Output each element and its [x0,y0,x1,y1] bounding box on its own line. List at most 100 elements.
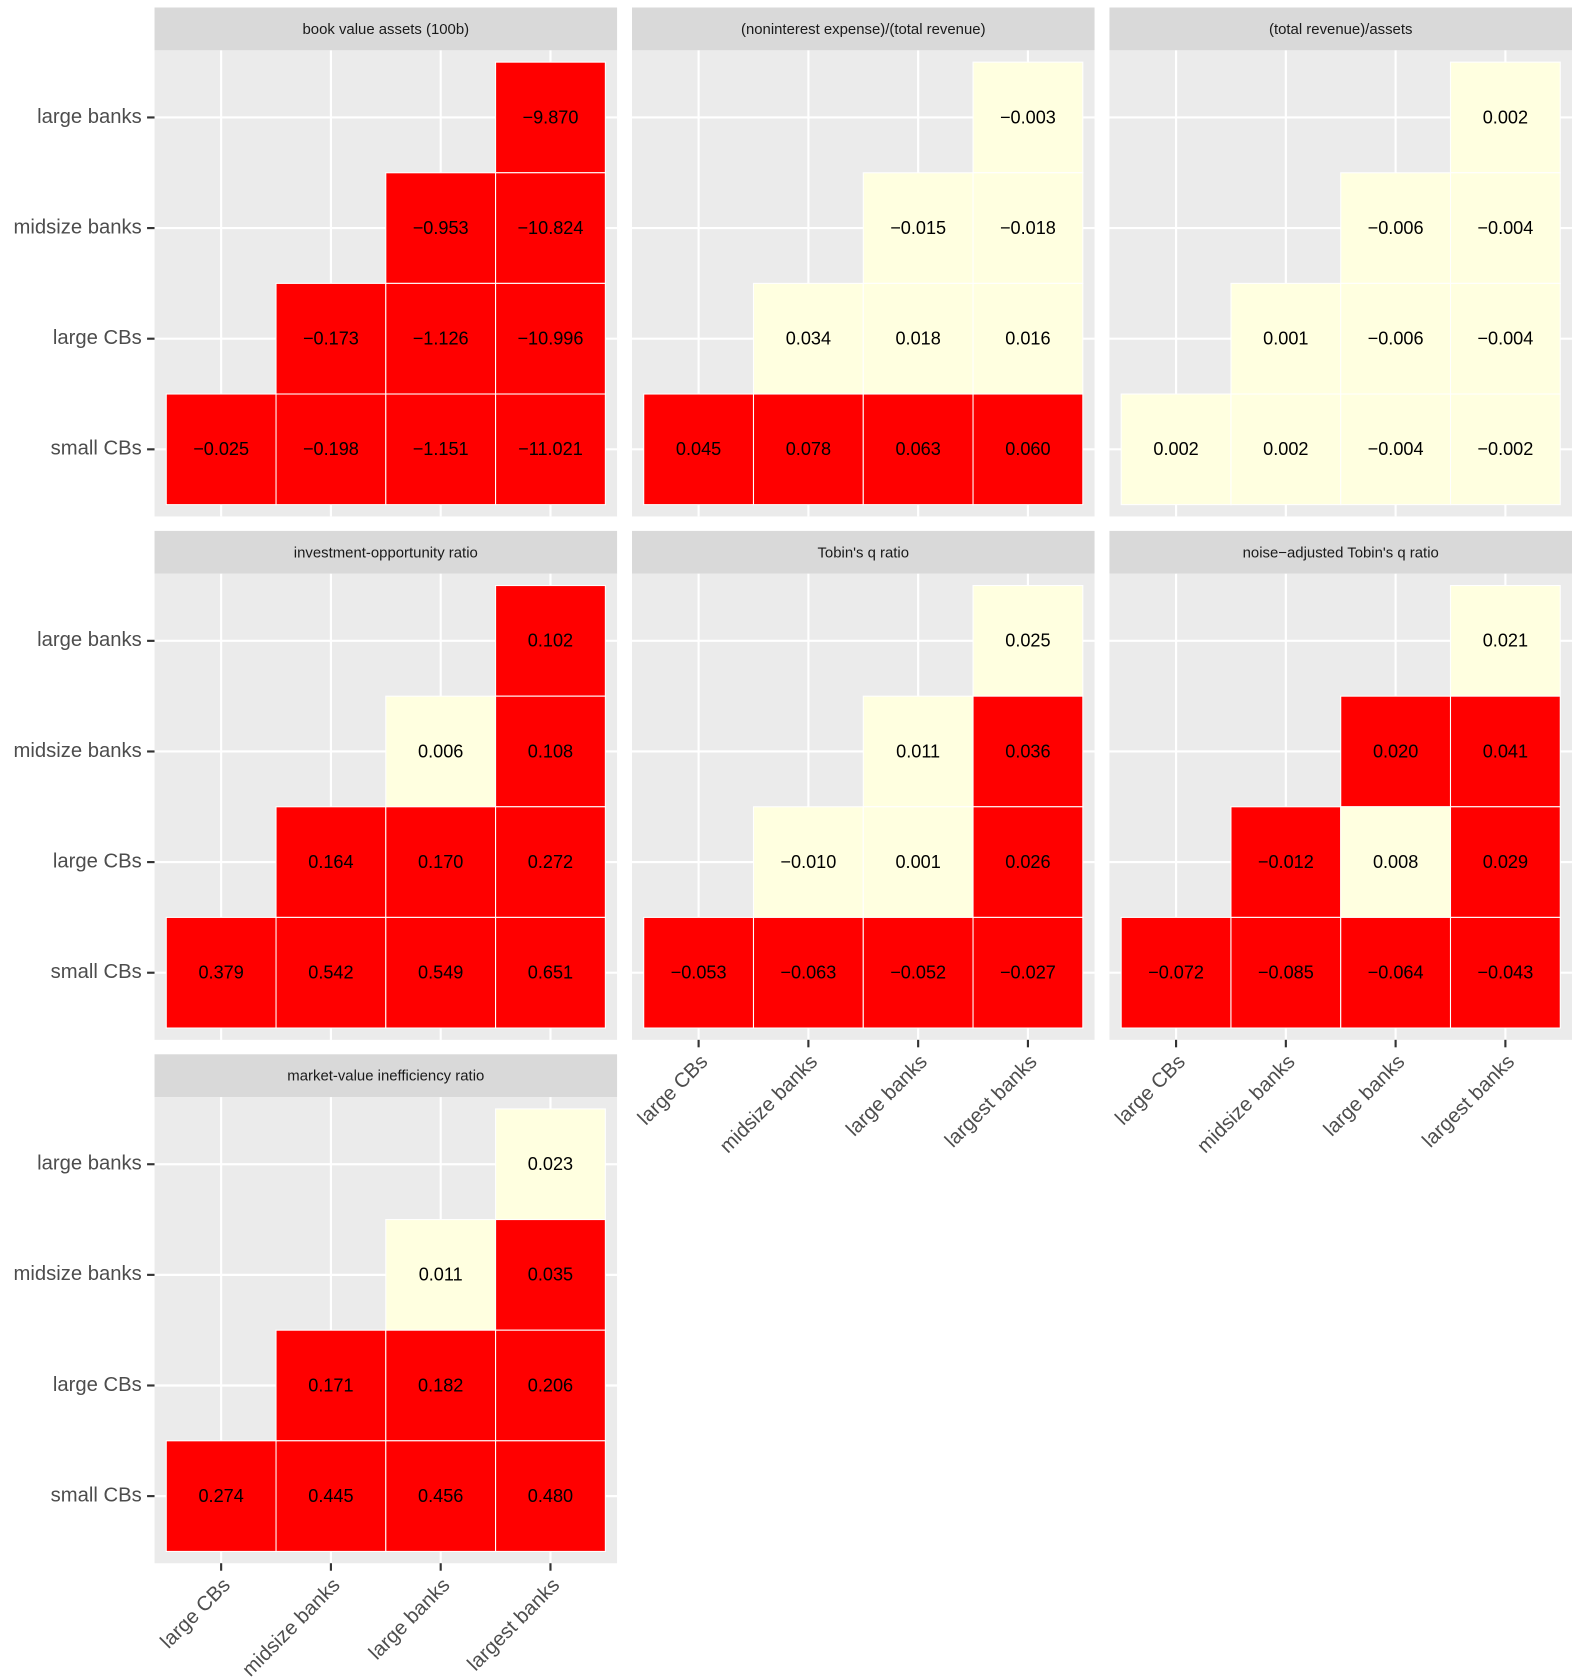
y-tick-label: midsize banks [13,216,141,238]
cell-label: −0.053 [671,963,727,983]
heat-cell [495,282,606,395]
facet-title: book value assets (100b) [302,21,469,38]
heat-cell [495,916,606,1029]
cell-label: −1.151 [413,439,469,459]
cell-label: 0.542 [308,963,353,983]
cell-label: 0.549 [418,963,463,983]
x-tick-label: large CBs [1111,1051,1189,1130]
x-tick-label: midsize banks [238,1574,344,1680]
heat-cell [275,1440,387,1552]
y-tick-label: large banks [37,1153,142,1175]
cell-label: 0.016 [1005,329,1050,349]
facet-title: investment-opportunity ratio [294,544,478,561]
heat-cell [1449,393,1561,506]
heat-cell [165,916,277,1029]
cell-label: 0.102 [528,631,573,651]
cell-label: 0.034 [786,329,831,349]
cell-label: −0.063 [780,963,836,983]
cell-label: 0.170 [418,852,463,872]
cell-label: −0.010 [780,852,836,872]
cell-label: 0.036 [1005,741,1050,761]
cell-label: −0.018 [1000,218,1056,238]
heat-cell [495,172,606,284]
facet-strip [154,1054,618,1098]
heat-cell [275,393,387,506]
heat-cell [972,172,1084,284]
cell-label: 0.060 [1005,439,1050,459]
cell-label: −0.002 [1477,439,1533,459]
cell-label: −0.004 [1477,218,1533,238]
y-tick-label: midsize banks [13,1263,141,1285]
y-tick-label: large banks [37,106,142,128]
cell-label: −0.012 [1258,852,1314,872]
cell-label: 0.108 [528,741,573,761]
cell-label: −10.824 [517,218,583,238]
cell-label: 0.379 [198,963,243,983]
heat-cell [385,1329,497,1442]
heat-cell [972,916,1084,1029]
cell-label: −0.006 [1368,218,1424,238]
cell-label: −0.173 [303,329,359,349]
cell-label: −10.996 [517,329,583,349]
cell-label: 0.001 [1263,329,1308,349]
heat-cell [385,393,497,506]
cell-label: 0.018 [895,329,940,349]
cell-label: 0.020 [1373,741,1418,761]
heat-cell [385,282,497,395]
x-tick-label: midsize banks [716,1051,822,1158]
cell-label: −0.953 [413,218,469,238]
heat-cell [972,584,1084,697]
x-tick-label: largest banks [464,1574,565,1675]
cell-label: 0.035 [528,1265,573,1285]
heat-cell [1449,806,1561,918]
heat-cell [972,393,1084,506]
cell-label: −0.072 [1148,963,1204,983]
heat-cell [1230,282,1342,395]
y-tick-label: large CBs [53,850,142,872]
cell-label: 0.206 [528,1375,573,1395]
facet-strip [1109,530,1572,574]
heat-cell [752,393,864,506]
cell-label: 0.011 [896,741,940,761]
heat-cell [972,695,1084,808]
y-tick-label: large banks [37,629,142,651]
cell-label: 0.182 [418,1375,463,1395]
heat-cell [1340,172,1452,284]
cell-label: −0.004 [1368,439,1424,459]
x-tick-label: large CBs [156,1574,234,1653]
heat-cell [1340,282,1452,395]
x-tick-label: largest banks [1418,1051,1519,1152]
heat-cell [495,695,606,808]
heat-cell [1120,916,1232,1029]
cell-label: 0.456 [418,1486,463,1506]
heat-cell [862,282,974,395]
heat-cell [275,1329,387,1442]
cell-label: −0.064 [1368,963,1424,983]
heat-cell [1449,584,1561,697]
heat-cell [752,282,864,395]
heat-cell [862,172,974,284]
cell-label: 0.045 [676,439,721,459]
facet-strip [154,7,618,51]
cell-label: −0.015 [890,218,946,238]
cell-label: −0.198 [303,439,359,459]
heat-cell [862,916,974,1029]
cell-label: −0.085 [1258,963,1314,983]
heat-cell [165,1440,277,1552]
cell-label: 0.274 [198,1486,243,1506]
heat-cell [165,393,277,506]
heat-cell [495,1440,606,1552]
cell-label: 0.021 [1483,631,1528,651]
cell-label: −0.006 [1368,329,1424,349]
heat-cell [275,916,387,1029]
cell-label: 0.164 [308,852,353,872]
cell-label: 0.011 [419,1265,463,1285]
cell-label: 0.006 [418,741,463,761]
heat-cell [385,916,497,1029]
cell-label: 0.041 [1483,741,1528,761]
heat-cell [972,806,1084,918]
cell-label: 0.171 [308,1375,353,1395]
heat-cell [1120,393,1232,506]
facet-strip [1109,7,1572,51]
